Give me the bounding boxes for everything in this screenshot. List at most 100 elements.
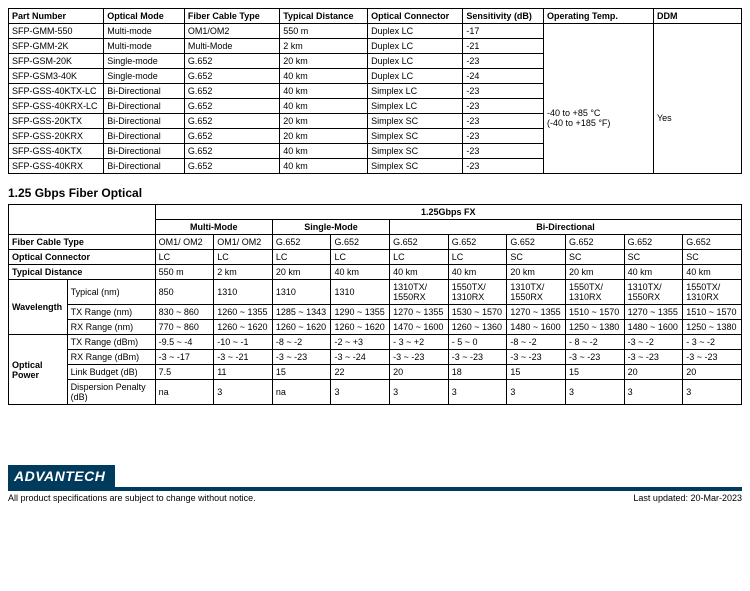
cell: G.652 [331,235,390,250]
cell: LC [272,250,331,265]
cell: G.652 [184,159,279,174]
cell: 550 m [280,24,368,39]
cell: -3 ~ -23 [683,350,742,365]
cell: G.652 [184,144,279,159]
cell: 1260 ~ 1620 [272,320,331,335]
cell: 3 [624,380,683,405]
row-label: Link Budget (dB) [67,365,155,380]
cell: 20 km [280,54,368,69]
cell: -3 ~ -23 [507,350,566,365]
cell: SFP-GSS-40KTX-LC [9,84,104,99]
cell: - 3 ~ -2 [683,335,742,350]
cell: SFP-GSS-40KTX [9,144,104,159]
cell: Simplex SC [368,114,463,129]
mode-header: Single-Mode [272,220,389,235]
cell: 20 [683,365,742,380]
cell: G.652 [184,114,279,129]
brand-logo: ADVANTECH [8,465,115,487]
cell: -3 ~ -2 [624,335,683,350]
cell: -8 ~ -2 [507,335,566,350]
cell: 1550TX/ 1310RX [448,280,507,305]
cell: na [272,380,331,405]
table-row: SFP-GMM-550 Multi-mode OM1/OM2 550 m Dup… [9,24,742,39]
footer-disclaimer: All product specifications are subject t… [8,493,256,503]
cell: OM1/ OM2 [155,235,214,250]
cell: G.652 [184,84,279,99]
cell: SFP-GSM-20K [9,54,104,69]
cell: -23 [463,54,544,69]
cell: 550 m [155,265,214,280]
cell: Multi-mode [104,24,185,39]
cell: 20 km [507,265,566,280]
cell: Simplex LC [368,99,463,114]
top-header: 1.25Gbps FX [155,205,741,220]
cell: G.652 [184,129,279,144]
cell: G.652 [184,69,279,84]
cell: 1250 ~ 1380 [565,320,624,335]
cell: 40 km [280,159,368,174]
cell: SFP-GSS-20KTX [9,114,104,129]
cell: SC [683,250,742,265]
cell: 11 [214,365,273,380]
cell: 3 [507,380,566,405]
cell: -24 [463,69,544,84]
cell: Simplex SC [368,129,463,144]
cell: G.652 [272,235,331,250]
table-row: 1.25Gbps FX [9,205,742,220]
cell: Simplex LC [368,84,463,99]
col-header: Typical Distance [280,9,368,24]
cell: -23 [463,84,544,99]
cell: Simplex SC [368,159,463,174]
table-row: Fiber Cable Type OM1/ OM2OM1/ OM2G.652G.… [9,235,742,250]
cell: SFP-GSS-40KRX [9,159,104,174]
row-group-label: Wavelength [9,280,68,335]
cell: -3 ~ -23 [624,350,683,365]
cell: -3 ~ -24 [331,350,390,365]
cell: - 8 ~ -2 [565,335,624,350]
cell: -2 ~ +3 [331,335,390,350]
cell: 1270 ~ 1355 [507,305,566,320]
cell: 18 [448,365,507,380]
table-header-row: Part Number Optical Mode Fiber Cable Typ… [9,9,742,24]
cell: 1270 ~ 1355 [624,305,683,320]
cell: na [155,380,214,405]
table-row: Optical Connector LCLCLCLCLCLCSCSCSCSC [9,250,742,265]
cell: 20 [624,365,683,380]
table-row: Link Budget (dB) 7.5111522201815152020 [9,365,742,380]
cell: 15 [272,365,331,380]
cell: 20 km [565,265,624,280]
cell: LC [214,250,273,265]
cell: 1250 ~ 1380 [683,320,742,335]
ddm-cell: Yes [653,24,741,174]
cell: -23 [463,159,544,174]
cell: Bi-Directional [104,144,185,159]
cell: 2 km [280,39,368,54]
cell: -3 ~ -23 [272,350,331,365]
table-row: RX Range (dBm) -3 ~ -17-3 ~ -21-3 ~ -23-… [9,350,742,365]
row-label: Dispersion Penalty (dB) [67,380,155,405]
table-row: Wavelength Typical (nm) 8501310131013101… [9,280,742,305]
table-row: Optical Power TX Range (dBm) -9.5 ~ -4-1… [9,335,742,350]
cell: -10 ~ -1 [214,335,273,350]
cell: G.652 [565,235,624,250]
cell: 1260 ~ 1355 [214,305,273,320]
cell: 3 [565,380,624,405]
cell: 2 km [214,265,273,280]
cell: 1260 ~ 1620 [331,320,390,335]
cell: G.652 [448,235,507,250]
cell: 1510 ~ 1570 [683,305,742,320]
table-row: Typical Distance 550 m2 km20 km40 km40 k… [9,265,742,280]
cell: -3 ~ -17 [155,350,214,365]
table-row: Dispersion Penalty (dB) na3na3333333 [9,380,742,405]
cell: 20 km [280,114,368,129]
cell: SFP-GSM3-40K [9,69,104,84]
row-label: Optical Connector [9,250,156,265]
row-label: Typical (nm) [67,280,155,305]
sfp-spec-table: Part Number Optical Mode Fiber Cable Typ… [8,8,742,174]
cell: 40 km [280,144,368,159]
cell: 850 [155,280,214,305]
cell: 1480 ~ 1600 [507,320,566,335]
cell: -3 ~ -23 [565,350,624,365]
cell: 40 km [683,265,742,280]
cell: -9.5 ~ -4 [155,335,214,350]
